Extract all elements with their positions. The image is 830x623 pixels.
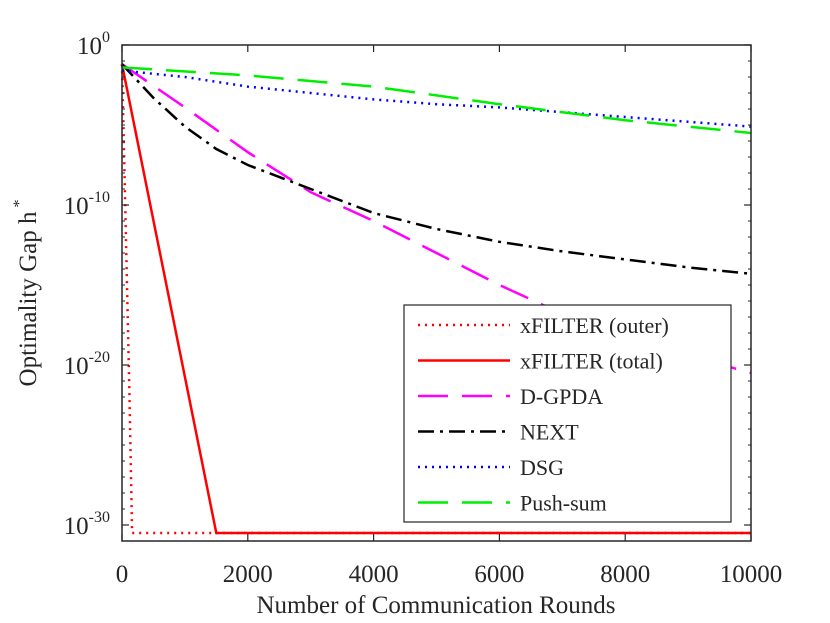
x-tick-label: 0 (116, 561, 129, 588)
axes-box (121, 44, 752, 542)
legend-box (403, 304, 732, 523)
y-tick-label: 100 (77, 29, 110, 60)
y-axis-label-text: Optimality Gap h (15, 211, 42, 386)
legend-label-0: xFILTER (outer) (520, 313, 669, 338)
y-tick-label: 10-20 (64, 349, 110, 380)
y-axis-label-sup: * (11, 200, 28, 208)
legend: xFILTER (outer) xFILTER (total) D-GPDA NEXT… (403, 304, 732, 523)
x-tick-label: 4000 (349, 561, 399, 588)
legend-label-1: xFILTER (total) (520, 349, 663, 374)
x-tick-label: 8000 (600, 561, 650, 588)
x-tick-label: 10000 (720, 561, 783, 588)
tick-layer: 0 2000 4000 6000 8000 10000 100 10-10 10-20 10-30 (64, 29, 783, 588)
x-tick-label: 2000 (223, 561, 273, 588)
legend-label-5: Push-sum (520, 491, 607, 516)
series-line-1 (120, 63, 751, 535)
y-tick-label: 10-30 (64, 509, 110, 540)
y-axis-label: Optimality Gap h * (11, 200, 42, 387)
y-tick-label: 10-10 (64, 189, 110, 220)
x-tick-label: 6000 (474, 561, 524, 588)
legend-label-3: NEXT (520, 420, 579, 445)
series-line-4 (121, 69, 752, 128)
x-axis-label: Number of Communication Rounds (257, 592, 616, 619)
legend-label-4: DSG (520, 455, 564, 480)
legend-items: xFILTER (outer) xFILTER (total) D-GPDA NEXT… (418, 313, 669, 516)
legend-label-2: D-GPDA (520, 384, 603, 409)
series-line-5 (121, 66, 752, 135)
